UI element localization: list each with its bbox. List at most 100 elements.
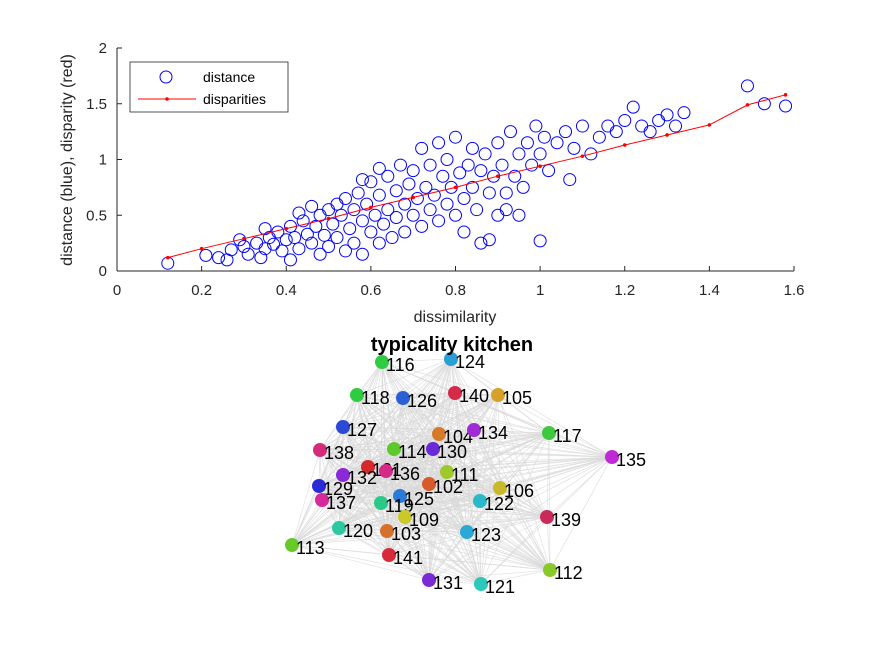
network-node: [285, 538, 299, 552]
distance-point: [453, 166, 467, 180]
network-edge: [318, 485, 501, 489]
y-tick-label: 2: [99, 40, 107, 57]
distance-point: [283, 253, 297, 267]
disparities-point: [707, 123, 712, 127]
network-edge: [497, 394, 548, 518]
network-node-label: 126: [407, 391, 437, 411]
network-edge: [388, 531, 468, 556]
legend-disparities-marker: [165, 97, 169, 101]
network-node: [473, 494, 487, 508]
distance-point: [567, 141, 581, 155]
network-edge: [480, 569, 551, 585]
x-axis-ticks: 0 0.2 0.4 0.6 0.8 1 1.2 1.4 1.6: [113, 266, 804, 299]
network-edge: [318, 456, 613, 487]
network-node: [387, 442, 401, 456]
scatter-plot: 0 0.2 0.4 0.6 0.8 1 1.2 1.4 1.6 0 0.5 1 1.5 2 dissim…: [59, 40, 804, 326]
network-edge: [479, 500, 548, 518]
distance-point: [419, 180, 433, 194]
distance-point: [457, 192, 471, 206]
distance-point: [669, 119, 683, 133]
network-edge: [319, 449, 501, 489]
network-edge: [291, 531, 468, 546]
network-node-label: 103: [391, 524, 421, 544]
disparities-point: [199, 246, 204, 251]
distance-point: [415, 219, 429, 233]
distance-point: [474, 236, 488, 250]
distance-point: [423, 203, 437, 217]
distance-series: [161, 79, 793, 270]
network-edge: [393, 432, 550, 450]
distance-point: [275, 244, 289, 258]
network-edge: [404, 516, 551, 571]
distance-point: [241, 247, 255, 261]
network-edge: [548, 432, 613, 458]
network-node-label: 102: [433, 477, 463, 497]
network-node: [312, 479, 326, 493]
network-node-label: 117: [553, 426, 582, 446]
network-edge: [549, 456, 613, 571]
network-edge: [367, 456, 613, 468]
network-edge: [321, 499, 482, 585]
network-edge: [338, 516, 406, 529]
disparities-point: [369, 205, 373, 210]
distance-point: [533, 234, 547, 248]
network-node-label: 112: [554, 563, 583, 583]
network-edge: [450, 358, 613, 458]
network-node-label: 123: [471, 525, 501, 545]
network-nodes: 116 124 118 126 140 105 127 104 134 117 138 114 130 1…: [285, 352, 646, 597]
distance-point: [351, 186, 365, 200]
network-node-label: 138: [324, 443, 354, 463]
network-edge: [321, 499, 468, 533]
disparities-point: [496, 174, 500, 179]
network-node: [396, 391, 410, 405]
distance-point: [740, 79, 754, 93]
distance-point: [584, 147, 598, 161]
network-edge: [386, 471, 448, 532]
network-node-label: 113: [296, 538, 325, 558]
distance-point: [575, 119, 589, 133]
disparities-point: [326, 216, 331, 221]
disparities-point: [411, 195, 415, 200]
network-edge: [342, 392, 456, 476]
network-edge: [342, 426, 434, 450]
network-edge: [342, 392, 456, 428]
legend-distance-label: distance: [203, 69, 255, 85]
distance-point: [529, 119, 543, 133]
x-tick-label: 1.4: [699, 282, 720, 299]
distance-point: [440, 153, 454, 166]
network-edge: [291, 394, 499, 546]
network-edge: [385, 456, 613, 472]
distance-point: [512, 147, 526, 161]
network-node-label: 135: [616, 450, 646, 470]
distance-point: [499, 203, 513, 217]
network-node: [336, 420, 350, 434]
network-edge: [342, 397, 404, 428]
distance-point: [381, 169, 395, 183]
network-edge: [338, 527, 551, 571]
network-node-label: 105: [502, 388, 532, 408]
network-edge: [291, 527, 340, 546]
network-edge: [318, 485, 482, 585]
disparities-point: [745, 103, 750, 107]
network-edge: [388, 554, 551, 571]
network-edge: [338, 516, 548, 529]
network-edge: [480, 516, 548, 585]
distance-point: [377, 217, 391, 231]
distance-point: [398, 197, 412, 211]
distance-point: [440, 197, 454, 211]
distance-point: [237, 239, 251, 253]
distance-point: [520, 136, 534, 150]
network-edge: [291, 474, 344, 546]
network-edge: [338, 456, 613, 529]
network-edge: [402, 392, 456, 399]
network-edge: [291, 499, 323, 546]
distance-point: [347, 236, 361, 250]
network-edge: [446, 471, 501, 489]
network-edge: [380, 500, 481, 504]
network-node: [605, 450, 619, 464]
distance-point: [292, 206, 306, 220]
network-edge: [318, 483, 430, 487]
network-edge: [386, 530, 482, 585]
distance-point: [525, 158, 539, 172]
